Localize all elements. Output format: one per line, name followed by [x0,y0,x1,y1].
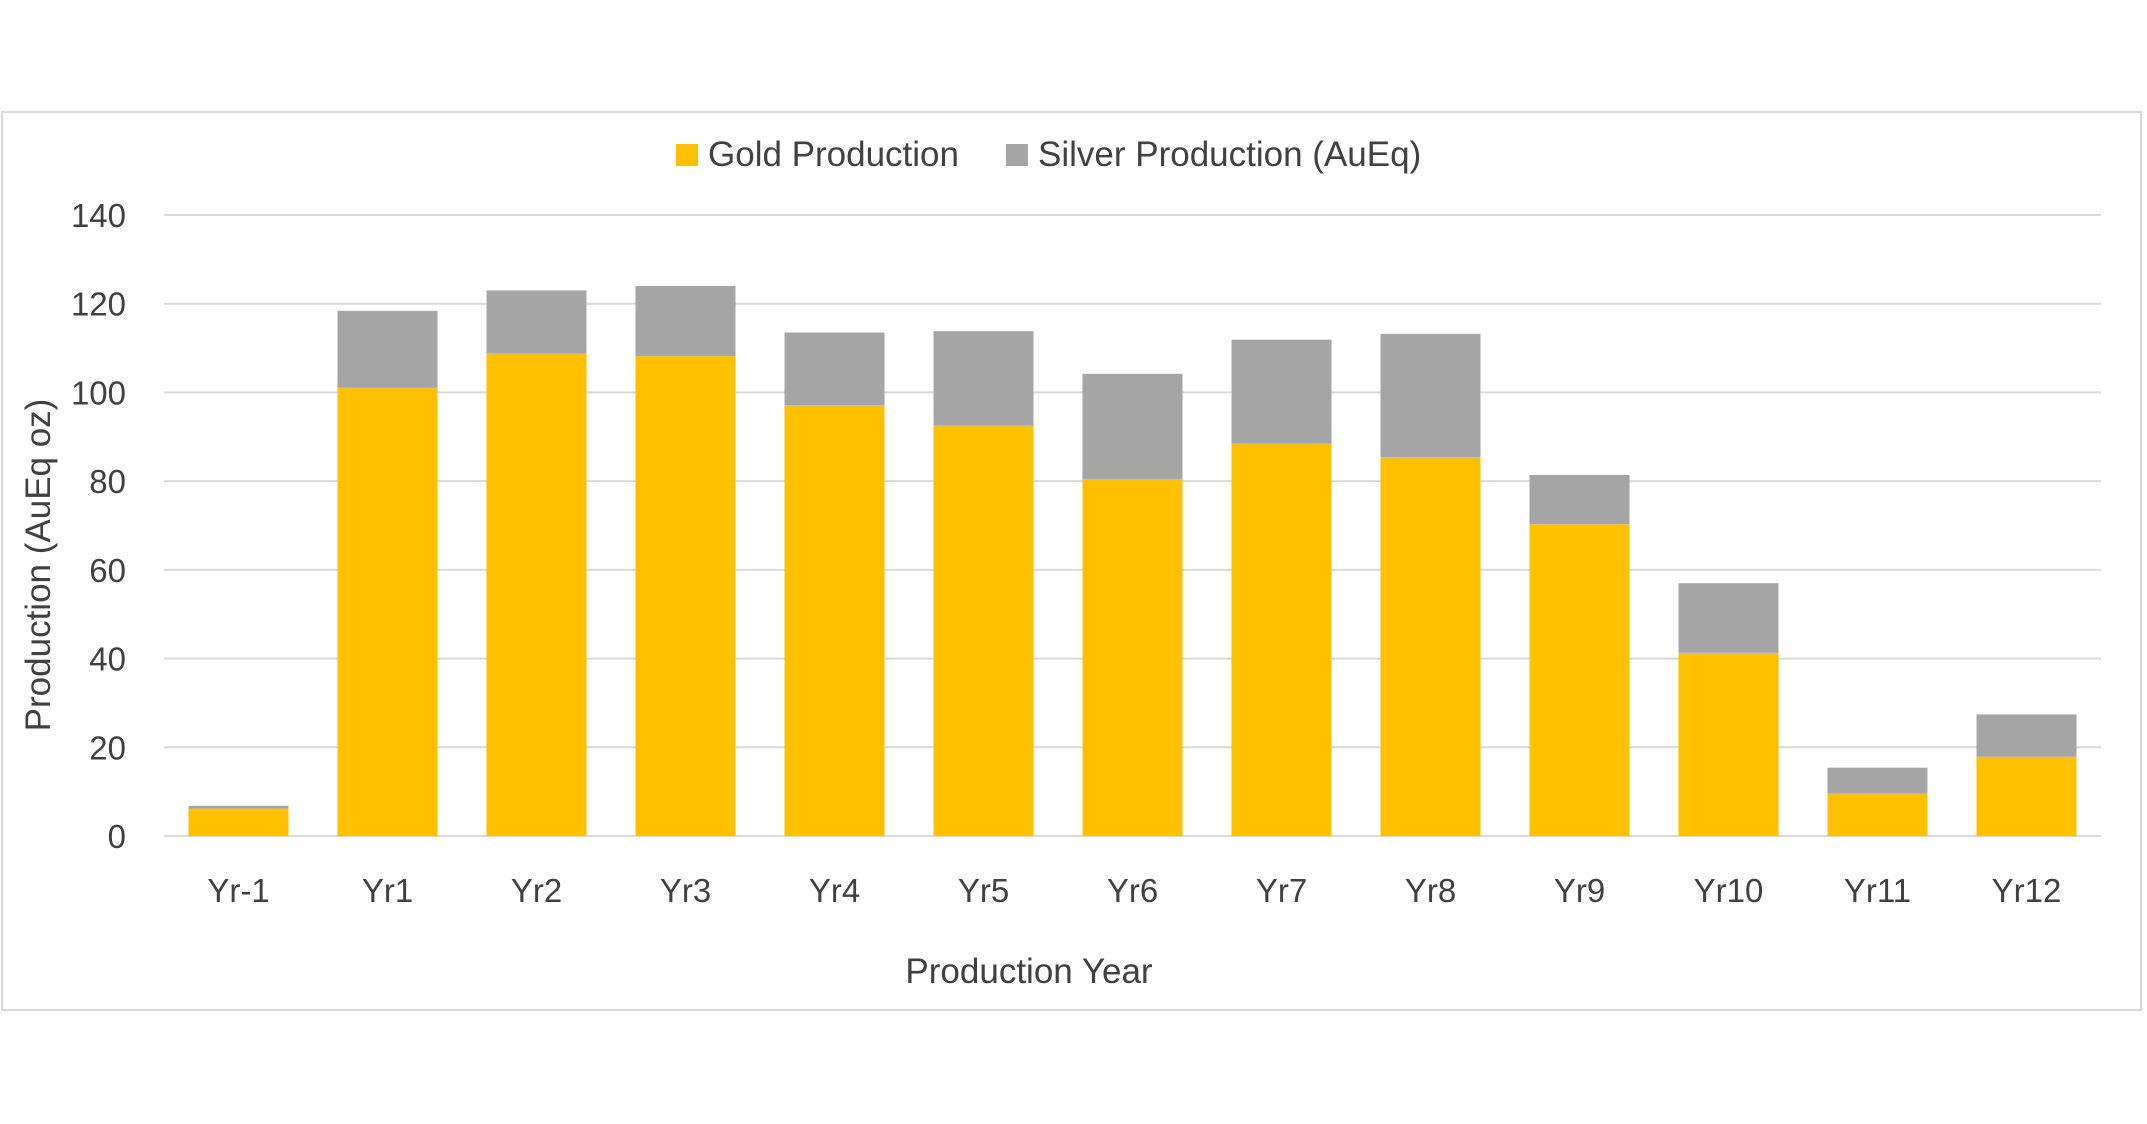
bar-silver-Yr7 [1231,339,1332,444]
y-axis-title: Production (AuEq oz) [19,399,58,732]
bar-silver-Yr6 [1082,373,1183,479]
x-tick-labels: Yr-1 Yr1 Yr2 Yr3 Yr4 Yr5 Yr6 Yr7 Yr8 Yr9 Yr10 Yr11 Y… [207,872,2061,909]
y-tick-label: 40 [89,641,126,678]
bar-gold-Yr7 [1231,443,1332,836]
bar-silver-Yr5 [933,331,1034,426]
bar-gold-Yr2 [486,353,587,836]
bar-silver-Yr4 [784,332,885,406]
bar-silver-Yr2 [486,290,587,354]
bar-gold-Yr-1 [188,808,289,836]
y-tick-label: 140 [71,197,126,234]
x-tick-label: Yr12 [1992,872,2062,909]
bar-silver-Yr10 [1678,583,1779,653]
bar-silver-Yr1 [337,310,438,388]
x-tick-label: Yr9 [1554,872,1605,909]
x-tick-label: Yr2 [511,872,562,909]
y-tick-labels: 0 20 40 60 80 100 120 140 [71,197,126,855]
bar-gold-Yr12 [1976,756,2077,836]
x-tick-label: Yr3 [660,872,711,909]
legend: Gold Production Silver Production (AuEq) [676,135,1421,174]
y-tick-label: 80 [89,463,126,500]
bar-gold-Yr4 [784,405,885,836]
y-tick-label: 20 [89,729,126,766]
bars [188,285,2077,836]
bar-gold-Yr11 [1827,793,1928,836]
bar-gold-Yr8 [1380,457,1481,836]
bar-gold-Yr6 [1082,478,1183,836]
bar-gold-Yr5 [933,425,1034,836]
bar-gold-Yr9 [1529,524,1630,836]
bar-silver-Yr3 [635,285,736,357]
x-tick-label: Yr4 [809,872,860,909]
x-tick-label: Yr1 [362,872,413,909]
legend-swatch-silver [1006,144,1028,166]
legend-label: Gold Production [708,135,959,174]
bar-silver-Yr11 [1827,767,1928,794]
x-axis-title: Production Year [905,952,1152,991]
x-tick-label: Yr-1 [207,872,269,909]
bar-gold-Yr3 [635,356,736,836]
x-tick-label: Yr5 [958,872,1009,909]
x-tick-label: Yr8 [1405,872,1456,909]
x-tick-label: Yr10 [1694,872,1764,909]
y-tick-label: 120 [71,286,126,323]
x-tick-label: Yr11 [1844,872,1911,909]
bar-silver-Yr-1 [188,805,289,809]
x-tick-label: Yr6 [1107,872,1158,909]
chart-area [1,111,2142,1011]
bar-silver-Yr9 [1529,474,1630,525]
bar-silver-Yr12 [1976,714,2077,757]
legend-label: Silver Production (AuEq) [1038,135,1421,174]
y-tick-label: 100 [71,374,126,411]
bar-gold-Yr10 [1678,652,1779,836]
bar-silver-Yr8 [1380,333,1481,458]
x-tick-label: Yr7 [1256,872,1307,909]
legend-swatch-gold [676,144,698,166]
bar-gold-Yr1 [337,387,438,836]
y-tick-label: 60 [89,552,126,589]
y-tick-label: 0 [108,818,126,855]
